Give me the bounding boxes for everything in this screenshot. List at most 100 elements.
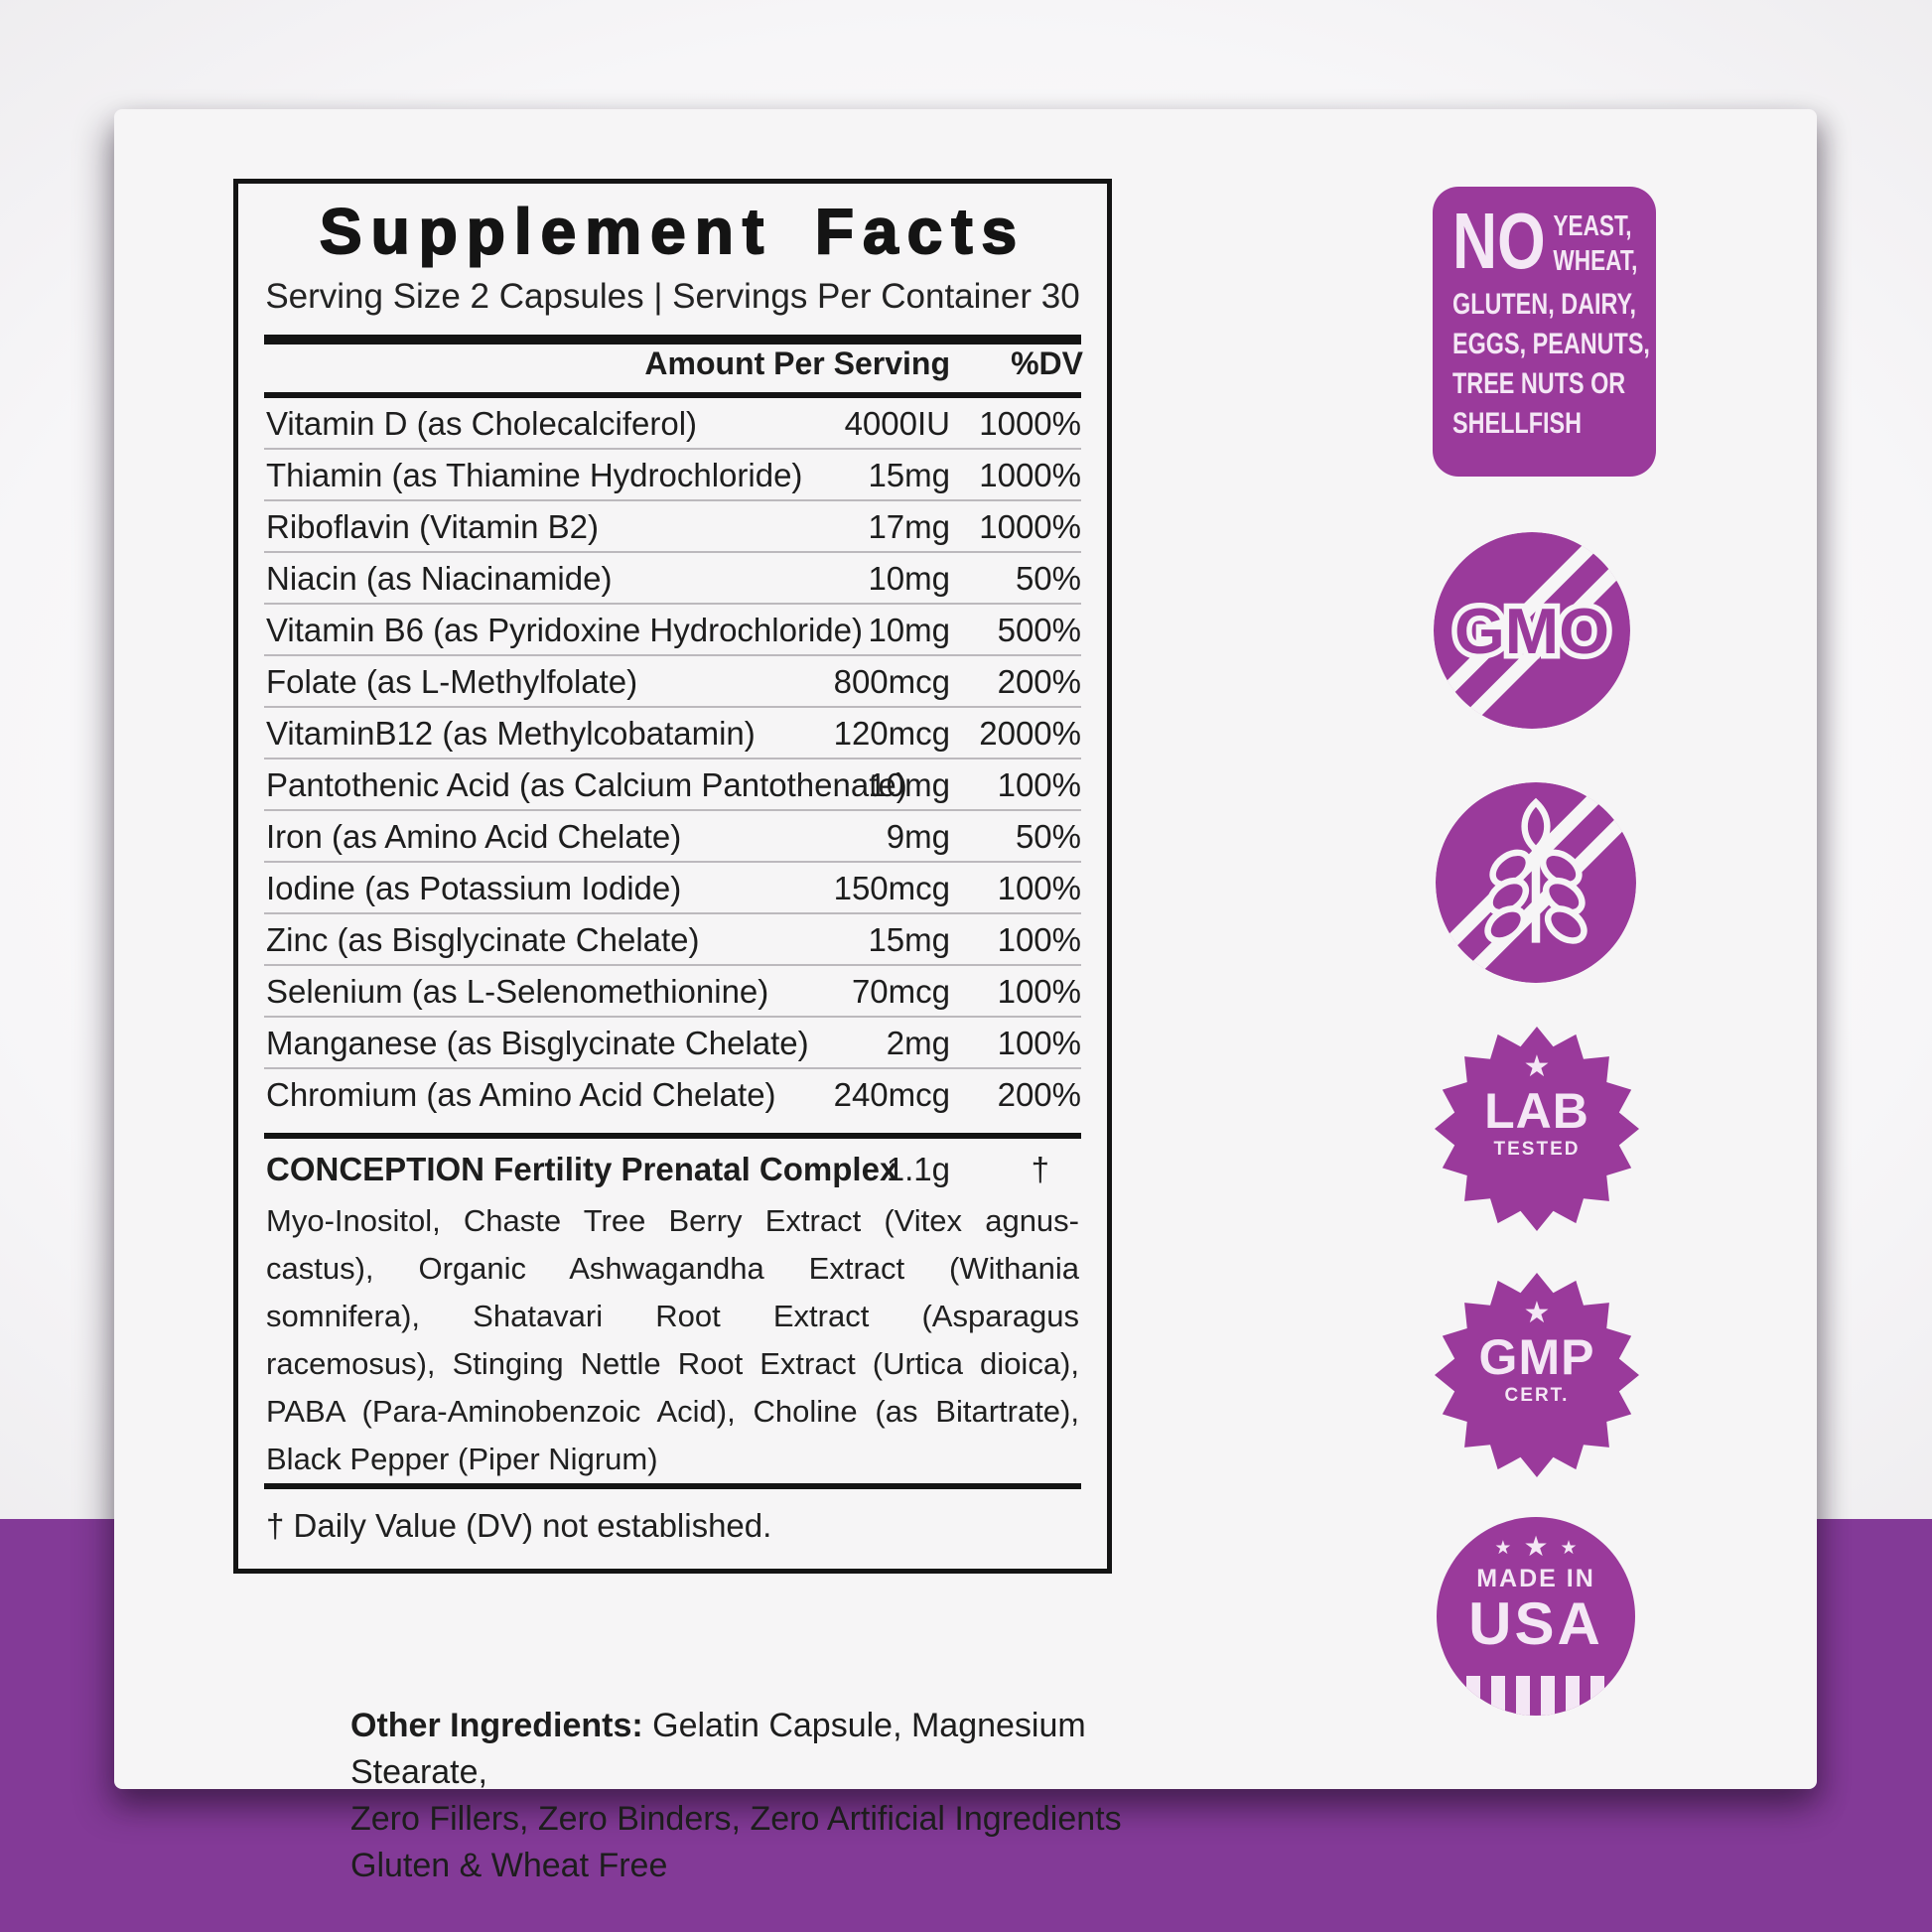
star-icon: ★ [1523, 1531, 1549, 1562]
usa-label: USA [1468, 1590, 1603, 1657]
nutrient-amount: 240mcg [833, 1075, 950, 1113]
no-slash-icon [1434, 532, 1630, 729]
nutrient-name: Niacin (as Niacinamide) [266, 559, 613, 597]
nutrient-dv: 1000% [979, 404, 1081, 442]
star-icon: ★ [1523, 1050, 1551, 1083]
nutrient-amount: 15mg [868, 920, 950, 958]
other-ingredients-text: Gelatin Capsule, Magnesium Stearate, [350, 1707, 1086, 1791]
other-ingredients-line3: Gluten & Wheat Free [350, 1847, 668, 1884]
other-ingredients-line2: Zero Fillers, Zero Binders, Zero Artific… [350, 1800, 1122, 1838]
star-icon: ★ [1494, 1538, 1512, 1559]
table-row: Vitamin B6 (as Pyridoxine Hydrochloride)… [238, 605, 1107, 656]
star-icon: ★ [1523, 1297, 1551, 1329]
nutrient-dv: 2000% [979, 714, 1081, 752]
allergen-lines: GLUTEN, DAIRY, EGGS, PEANUTS, TREE NUTS … [1452, 285, 1656, 445]
table-row: Thiamin (as Thiamine Hydrochloride) 15mg 1… [238, 450, 1107, 501]
wheat-free-badge [1436, 782, 1636, 983]
table-row: Pantothenic Acid (as Calcium Pantothenat… [238, 759, 1107, 811]
allergen-line: SHELLFISH [1452, 407, 1583, 441]
nutrient-name: Riboflavin (Vitamin B2) [266, 507, 600, 545]
lab-tested-badge: ★ LAB TESTED [1435, 1027, 1639, 1231]
nutrient-name: Folate (as L-Methylfolate) [266, 662, 638, 700]
serving-info: Serving Size 2 Capsules | Servings Per C… [265, 277, 1080, 316]
allergen-free-text: NO YEAST, WHEAT, GLUTEN, DAIRY, EGGS, PE… [1452, 197, 1656, 445]
nutrient-amount: 15mg [868, 456, 950, 493]
gmp-title: GMP [1478, 1329, 1595, 1385]
nutrient-name: Vitamin B6 (as Pyridoxine Hydrochloride) [266, 611, 863, 648]
other-ingredients: Other Ingredients: Gelatin Capsule, Magn… [350, 1703, 1204, 1889]
nutrient-dv: 100% [997, 920, 1081, 958]
divider-bar [264, 392, 1081, 398]
nutrient-dv: 500% [997, 611, 1081, 648]
made-in-usa-badge: ★ ★ ★ MADE IN USA [1437, 1517, 1635, 1716]
panel-title: Supplement Facts [319, 196, 1027, 267]
divider-bar [264, 1132, 1081, 1140]
nutrient-amount: 10mg [868, 611, 950, 648]
nutrient-name: Vitamin D (as Cholecalciferol) [266, 404, 698, 442]
star-icon: ★ [1560, 1538, 1578, 1559]
allergen-line: TREE NUTS OR [1452, 366, 1626, 400]
allergen-line: YEAST, [1553, 210, 1632, 242]
column-header-dv: %DV [1011, 345, 1083, 382]
nutrient-dv: 100% [997, 972, 1081, 1010]
complex-header: CONCEPTION Fertility Prenatal Complex 1.… [238, 1147, 1107, 1192]
nutrient-dv: 200% [997, 662, 1081, 700]
nutrient-amount: 800mcg [833, 662, 950, 700]
nutrient-amount: 2mg [886, 1024, 950, 1061]
dv-footnote: † Daily Value (DV) not established. [266, 1507, 772, 1545]
complex-ingredients: Myo-Inositol, Chaste Tree Berry Extract … [266, 1202, 1079, 1476]
nutrient-name: Selenium (as L-Selenomethionine) [266, 972, 769, 1010]
nutrient-amount: 70mcg [851, 972, 950, 1010]
nutrient-dv: 100% [997, 1024, 1081, 1061]
gmp-certified-badge: ★ GMP CERT. [1435, 1273, 1639, 1477]
table-row: Vitamin D (as Cholecalciferol) 4000IU 1000… [238, 398, 1107, 450]
nutrient-amount: 10mg [868, 765, 950, 803]
other-ingredients-line1: Other Ingredients: Gelatin Capsule, Magn… [350, 1703, 1204, 1796]
gmp-subtitle: CERT. [1504, 1385, 1570, 1406]
nutrient-dv: 50% [1015, 817, 1081, 855]
table-row: Selenium (as L-Selenomethionine) 70mcg 100… [238, 966, 1107, 1018]
other-ingredients-label: Other Ingredients: [350, 1707, 643, 1744]
nutrient-table: Vitamin D (as Cholecalciferol) 4000IU 1000… [238, 398, 1107, 1121]
allergen-no: NO [1452, 197, 1546, 285]
table-row: Riboflavin (Vitamin B2) 17mg 1000% [238, 501, 1107, 553]
nutrient-name: Pantothenic Acid (as Calcium Pantothenat… [266, 765, 907, 803]
wheat-icon [1484, 797, 1587, 944]
nutrient-name: Zinc (as Bisglycinate Chelate) [266, 920, 700, 958]
table-row: Manganese (as Bisglycinate Chelate) 2mg 10… [238, 1018, 1107, 1069]
nutrient-amount: 9mg [886, 817, 950, 855]
table-row: Iron (as Amino Acid Chelate) 9mg 50% [238, 811, 1107, 863]
nutrient-name: Chromium (as Amino Acid Chelate) [266, 1075, 776, 1113]
complex-amount: 1.1g [886, 1151, 950, 1188]
divider-bar [264, 1482, 1081, 1490]
table-header: Amount Per Serving %DV [238, 345, 1107, 392]
divider-bar [264, 335, 1081, 345]
lab-title: LAB [1484, 1083, 1589, 1139]
allergen-no-row: NO YEAST, WHEAT, [1452, 197, 1656, 285]
allergen-line: GLUTEN, DAIRY, [1452, 287, 1637, 321]
nutrient-amount: 120mcg [833, 714, 950, 752]
nutrient-name: VitaminB12 (as Methylcobatamin) [266, 714, 756, 752]
nutrient-dv: 100% [997, 869, 1081, 906]
allergen-line: WHEAT, [1553, 244, 1638, 277]
nutrient-name: Iodine (as Potassium Iodide) [266, 869, 682, 906]
table-row: Iodine (as Potassium Iodide) 150mcg 100% [238, 863, 1107, 914]
complex-name: CONCEPTION Fertility Prenatal Complex [266, 1151, 898, 1188]
table-row: Chromium (as Amino Acid Chelate) 240mcg 20… [238, 1069, 1107, 1121]
no-gmo-badge: GMO [1434, 532, 1630, 729]
nutrient-name: Manganese (as Bisglycinate Chelate) [266, 1024, 809, 1061]
table-row: VitaminB12 (as Methylcobatamin) 120mcg 200… [238, 708, 1107, 759]
nutrient-dv: 50% [1015, 559, 1081, 597]
allergen-line: EGGS, PEANUTS, [1452, 327, 1650, 360]
lab-subtitle: TESTED [1493, 1139, 1581, 1160]
nutrient-amount: 150mcg [833, 869, 950, 906]
stars-icon: ★ ★ ★ [1437, 1533, 1635, 1561]
flag-stripes-icon [1466, 1676, 1605, 1716]
table-row: Niacin (as Niacinamide) 10mg 50% [238, 553, 1107, 605]
nutrient-name: Thiamin (as Thiamine Hydrochloride) [266, 456, 803, 493]
table-row: Zinc (as Bisglycinate Chelate) 15mg 100% [238, 914, 1107, 966]
usa-made-in: MADE IN [1476, 1565, 1595, 1592]
nutrient-dv: 1000% [979, 456, 1081, 493]
gmo-label: GMO [1454, 595, 1609, 667]
nutrient-amount: 10mg [868, 559, 950, 597]
